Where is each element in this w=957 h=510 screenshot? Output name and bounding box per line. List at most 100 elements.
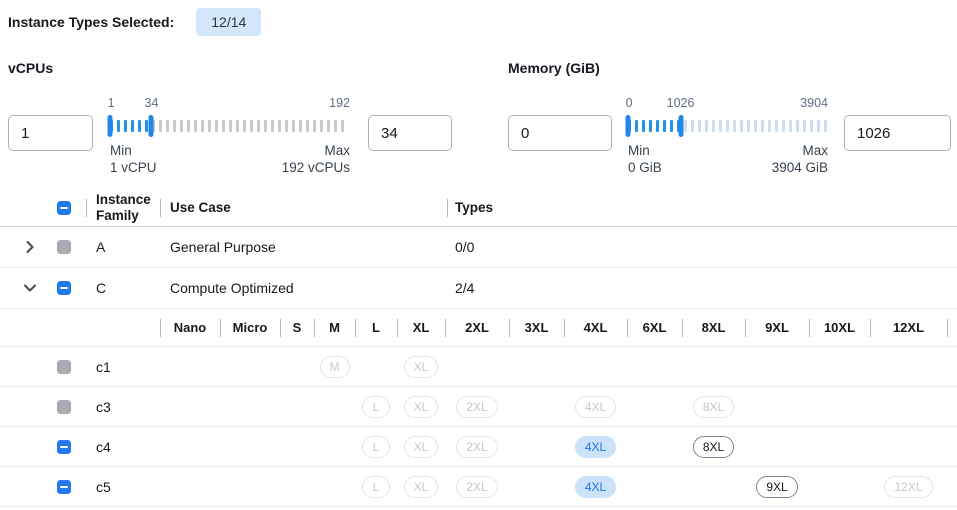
vcpus-low-handle[interactable]: [107, 115, 113, 137]
memory-max-input[interactable]: [844, 115, 951, 151]
column-divider: [160, 198, 161, 217]
slider-tick: [250, 120, 253, 132]
slider-tick: [670, 120, 673, 132]
size-pill-c4-xl: XL: [403, 435, 439, 458]
memory-low-handle[interactable]: [625, 115, 631, 137]
size-column-label: 2XL: [465, 320, 489, 335]
size-column-label: S: [292, 320, 302, 335]
family-checkbox-C[interactable]: [57, 281, 71, 295]
family-row-A[interactable]: A General Purpose 0/0: [0, 227, 957, 268]
vcpus-slider: 1 34 192 Min 1 vCPU Max 192 vCPUs: [107, 96, 350, 176]
slider-tick: [789, 120, 792, 132]
size-column-label: Nano: [173, 320, 207, 335]
types-count: 2/4: [455, 280, 475, 296]
slider-tick: [719, 120, 722, 132]
slider-tick: [334, 120, 337, 132]
column-divider: [220, 318, 221, 337]
use-case-value: Compute Optimized: [170, 280, 294, 296]
slider-tick: [278, 120, 281, 132]
size-pill-c4-4xl[interactable]: 4XL: [574, 435, 617, 458]
instance-checkbox-c5[interactable]: [57, 479, 71, 494]
memory-max-caption: Max 3904 GiB: [771, 143, 828, 175]
size-pill-c3-4xl: 4XL: [574, 395, 617, 418]
selection-summary: Instance Types Selected: 12/14: [0, 0, 957, 36]
slider-tick: [173, 120, 176, 132]
memory-high-handle[interactable]: [678, 115, 684, 137]
slider-tick: [180, 120, 183, 132]
size-column-label: XL: [412, 320, 430, 335]
size-pills-strip: L XL 2XL 4XL 8XL: [160, 427, 957, 466]
size-pill-c5-2xl: 2XL: [456, 475, 498, 498]
column-divider: [947, 318, 948, 337]
vcpus-scale-high: 34: [144, 96, 159, 110]
slider-tick: [264, 120, 267, 132]
vcpus-high-handle[interactable]: [148, 115, 154, 137]
size-pill-c5-9xl[interactable]: 9XL: [756, 475, 798, 498]
slider-tick: [229, 120, 232, 132]
column-divider: [447, 198, 448, 217]
instance-checkbox-c3: [57, 399, 71, 414]
vcpus-filter-panel: vCPUs 1 34 192 Min 1 vCPU: [8, 60, 452, 176]
column-divider: [314, 318, 315, 337]
memory-slider-track[interactable]: [625, 114, 828, 138]
vcpus-slider-scale: 1 34 192: [107, 96, 350, 110]
slider-tick: [656, 120, 659, 132]
slider-tick: [271, 120, 274, 132]
slider-tick: [117, 120, 120, 132]
instance-checkbox-c4[interactable]: [57, 439, 71, 454]
size-pill-c5-xl: XL: [403, 475, 439, 498]
size-column-label: Micro: [232, 320, 268, 335]
slider-tick: [299, 120, 302, 132]
slider-tick: [285, 120, 288, 132]
vcpus-slider-track[interactable]: [107, 114, 350, 138]
size-pill-c4-8xl[interactable]: 8XL: [692, 435, 735, 458]
slider-tick: [768, 120, 771, 132]
column-divider: [280, 318, 281, 337]
slider-tick: [124, 120, 127, 132]
size-pills-strip: L XL 2XL 4XL 8XL: [160, 387, 957, 426]
size-pill-c5-12xl: 12XL: [884, 475, 933, 498]
expand-cell: [0, 280, 50, 296]
size-pill-c5-4xl[interactable]: 4XL: [574, 475, 617, 498]
slider-tick: [313, 120, 316, 132]
size-columns-strip: Nano Micro S M L XL 2XL 3XL 4XL 6XL 8XL 9XL 10XL 12XL: [160, 309, 957, 346]
column-divider: [870, 318, 871, 337]
column-divider: [160, 318, 161, 337]
select-all-checkbox[interactable]: [57, 200, 71, 215]
vcpus-scale-low: 1: [107, 96, 115, 110]
slider-tick: [740, 120, 743, 132]
vcpus-min-caption: Min 1 vCPU: [110, 143, 157, 175]
size-column-3xl: 3XL: [509, 309, 564, 346]
size-pill-c1-xl: XL: [403, 355, 439, 378]
size-column-12xl: 12XL: [870, 309, 947, 346]
instance-name: c3: [96, 398, 111, 415]
size-column-label: 12XL: [892, 320, 925, 335]
slider-tick: [243, 120, 246, 132]
chevron-right-icon[interactable]: [22, 239, 38, 255]
size-pills-strip: M XL: [160, 347, 957, 386]
vcpus-min-input[interactable]: [8, 115, 93, 151]
instance-name: c4: [96, 438, 111, 455]
slider-tick: [803, 120, 806, 132]
slider-tick: [817, 120, 820, 132]
size-pill-c3-2xl: 2XL: [456, 395, 498, 418]
size-pill-c5-l: L: [362, 475, 390, 498]
slider-tick: [824, 120, 827, 132]
instance-row-c3: c3 L XL 2XL 4XL 8XL: [0, 387, 957, 427]
memory-min-caption: Min 0 GiB: [628, 143, 662, 175]
slider-tick: [215, 120, 218, 132]
size-column-label: 9XL: [765, 320, 789, 335]
memory-scale-high: 1026: [666, 96, 695, 110]
chevron-down-icon[interactable]: [22, 280, 38, 296]
table-header-row: Instance Family Use Case Types: [0, 189, 957, 227]
slider-tick: [131, 120, 134, 132]
memory-scale-max: 3904: [800, 96, 828, 110]
family-checkbox-A: [57, 240, 71, 254]
slider-tick: [747, 120, 750, 132]
size-column-6xl: 6XL: [627, 309, 682, 346]
family-row-C[interactable]: C Compute Optimized 2/4: [0, 268, 957, 309]
slider-tick: [663, 120, 666, 132]
vcpus-max-input[interactable]: [368, 115, 452, 151]
size-column-8xl: 8XL: [682, 309, 745, 346]
memory-min-input[interactable]: [508, 115, 612, 151]
